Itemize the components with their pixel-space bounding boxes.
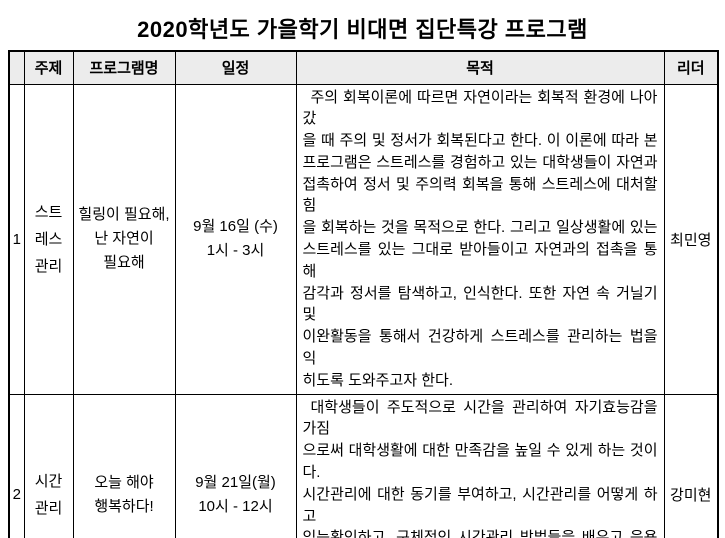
program-table: 주제 프로그램명 일정 목적 리더 1 스트 레스 관리 힐링이 필요해, 난 … [8, 50, 719, 538]
schedule-cell: 9월 21일(월) 10시 - 12시 [174, 393, 297, 538]
leader-cell: 강미현 [663, 393, 719, 538]
header-cell-num [8, 50, 25, 85]
purpose-cell: 대학생들이 주도적으로 시간을 관리하여 자기효능감을 가짐 으로써 대학생활에 … [295, 393, 665, 538]
header-cell-topic: 주제 [23, 50, 74, 85]
header-cell-schedule: 일정 [174, 50, 297, 85]
leader-cell: 최민영 [663, 83, 719, 395]
purpose-cell: 주의 회복이론에 따르면 자연이라는 회복적 환경에 나아갔 을 때 주의 및 정… [295, 83, 665, 395]
row-number: 1 [8, 83, 25, 395]
row-number: 2 [8, 393, 25, 538]
table-header-row: 주제 프로그램명 일정 목적 리더 [8, 50, 719, 85]
header-cell-leader: 리더 [663, 50, 719, 85]
program-name-cell: 힐링이 필요해, 난 자연이 필요해 [72, 83, 176, 395]
program-name-cell: 오늘 해야 행복하다! [72, 393, 176, 538]
table-row: 1 스트 레스 관리 힐링이 필요해, 난 자연이 필요해 9월 16일 (수)… [8, 83, 719, 395]
header-cell-purpose: 목적 [295, 50, 665, 85]
schedule-cell: 9월 16일 (수) 1시 - 3시 [174, 83, 297, 395]
topic-cell: 시간 관리 [23, 393, 74, 538]
header-cell-program: 프로그램명 [72, 50, 176, 85]
topic-cell: 스트 레스 관리 [23, 83, 74, 395]
page-title: 2020학년도 가을학기 비대면 집단특강 프로그램 [137, 17, 588, 42]
table-row: 2 시간 관리 오늘 해야 행복하다! 9월 21일(월) 10시 - 12시 … [8, 393, 719, 538]
